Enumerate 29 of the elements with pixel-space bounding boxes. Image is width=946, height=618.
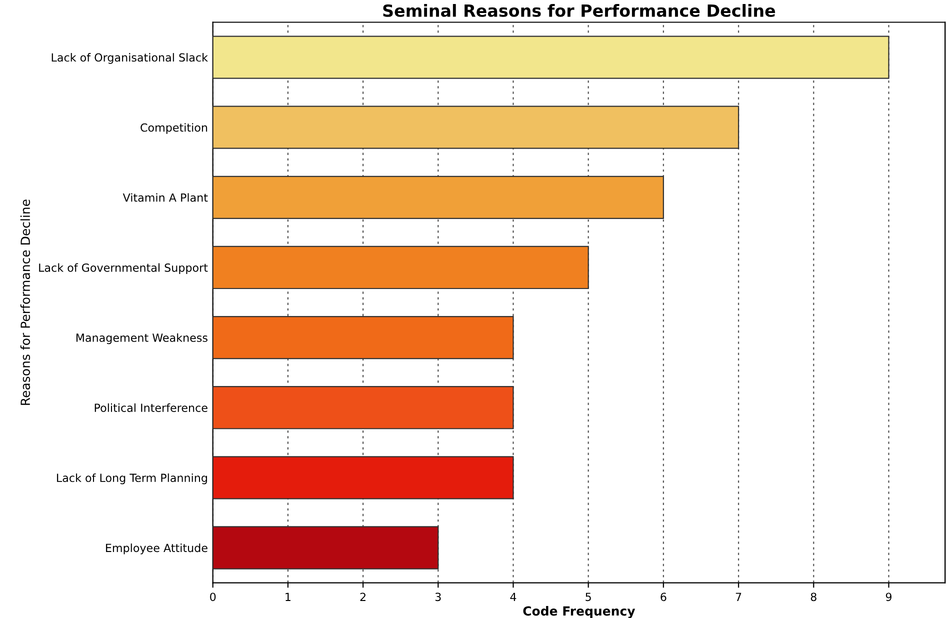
chart-title: Seminal Reasons for Performance Decline bbox=[383, 4, 776, 17]
bar bbox=[212, 106, 740, 149]
bar bbox=[212, 36, 890, 79]
bar bbox=[212, 246, 589, 290]
x-axis-title: Code Frequency bbox=[523, 606, 636, 618]
x-tick-label: 5 bbox=[586, 592, 591, 602]
y-tick-label: Lack of Long Term Planning bbox=[57, 473, 207, 484]
bar bbox=[212, 176, 664, 219]
y-tick-label: Lack of Governmental Support bbox=[39, 263, 208, 274]
x-tick-label: 1 bbox=[286, 592, 290, 601]
y-tick-label: Employee Attitude bbox=[106, 544, 208, 554]
x-tick-label: 9 bbox=[886, 592, 892, 602]
x-tick-label: 8 bbox=[810, 592, 816, 602]
x-tick-label: 4 bbox=[510, 592, 516, 601]
x-tick-label: 6 bbox=[660, 592, 666, 602]
bar bbox=[212, 526, 439, 570]
x-tick-label: 2 bbox=[360, 592, 366, 601]
x-tick-label: 3 bbox=[435, 592, 441, 602]
bar bbox=[212, 316, 514, 360]
y-axis-title: Reasons for Performance Decline bbox=[20, 200, 30, 405]
bar bbox=[212, 386, 514, 430]
y-tick-label: Political Interference bbox=[94, 403, 208, 412]
y-tick-label: Lack of Organisational Slack bbox=[52, 53, 208, 64]
y-tick-label: Vitamin A Plant bbox=[122, 193, 208, 202]
y-tick-label: Competition bbox=[140, 123, 208, 134]
y-tick-label: Management Weakness bbox=[76, 333, 208, 344]
x-tick-label: 7 bbox=[736, 592, 742, 601]
bar bbox=[212, 456, 514, 500]
x-tick-label: 0 bbox=[210, 592, 216, 602]
